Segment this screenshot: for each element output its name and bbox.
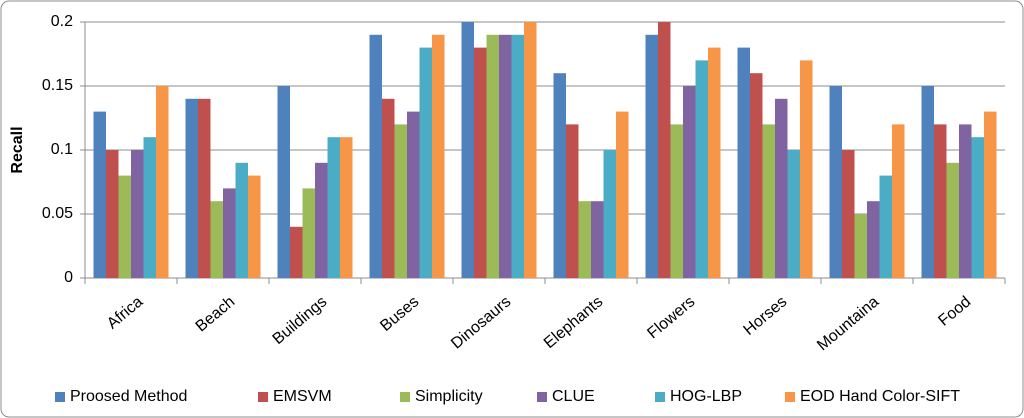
bar: [369, 34, 382, 278]
bar: [616, 111, 629, 278]
bar: [156, 86, 169, 278]
legend-label: CLUE: [552, 388, 595, 405]
bar: [118, 175, 131, 278]
bar: [787, 150, 800, 278]
bar: [971, 137, 984, 278]
bar: [566, 124, 579, 279]
y-axis-label: Recall: [9, 126, 26, 173]
bar: [867, 201, 880, 278]
y-tick-label: 0.2: [51, 13, 73, 30]
bar: [185, 98, 198, 278]
bar: [921, 86, 934, 278]
bar: [486, 34, 499, 278]
legend-label: EOD Hand Color-SIFT: [800, 388, 960, 405]
bar: [591, 201, 604, 278]
bar: [984, 111, 997, 278]
bar: [277, 86, 290, 278]
bar: [829, 86, 842, 278]
bar: [946, 162, 959, 278]
bar: [315, 162, 328, 278]
legend-label: Proosed Method: [70, 388, 187, 405]
bar: [683, 86, 696, 278]
bar: [800, 60, 813, 279]
bar: [499, 34, 512, 278]
legend-swatch: [655, 392, 665, 402]
bar: [959, 124, 972, 279]
bar: [934, 124, 947, 279]
legend-swatch: [785, 392, 795, 402]
bar: [511, 34, 524, 278]
bar: [106, 150, 119, 278]
bar: [93, 111, 106, 278]
bar: [382, 98, 395, 278]
bar: [670, 124, 683, 279]
legend-label: EMSVM: [273, 388, 332, 405]
bar: [407, 111, 420, 278]
bar: [461, 22, 474, 278]
bar: [143, 137, 156, 278]
legend-swatch: [537, 392, 547, 402]
bar: [290, 226, 303, 278]
legend-label: Simplicity: [415, 388, 483, 405]
bar: [474, 47, 487, 278]
y-tick-label: 0.05: [42, 205, 73, 222]
legend-swatch: [258, 392, 268, 402]
bar: [210, 201, 223, 278]
bar: [131, 150, 144, 278]
bar: [775, 98, 788, 278]
bar: [892, 124, 905, 279]
bar: [750, 73, 763, 278]
bar: [223, 188, 236, 278]
bar: [695, 60, 708, 279]
y-tick-label: 0.1: [51, 141, 73, 158]
bar: [578, 201, 591, 278]
bar: [708, 47, 721, 278]
bar: [524, 22, 537, 278]
bar: [394, 124, 407, 279]
bar: [658, 22, 671, 278]
bar: [603, 150, 616, 278]
bar: [432, 34, 445, 278]
bar: [302, 188, 315, 278]
bar: [762, 124, 775, 279]
bar: [854, 214, 867, 278]
bar: [198, 98, 211, 278]
legend-swatch: [55, 392, 65, 402]
y-tick-label: 0: [64, 269, 73, 286]
bar: [645, 34, 658, 278]
bar: [879, 175, 892, 278]
bar: [553, 73, 566, 278]
bar: [737, 47, 750, 278]
bar: [842, 150, 855, 278]
bar: [248, 175, 261, 278]
bar: [419, 47, 432, 278]
bar: [340, 137, 353, 278]
bar: [327, 137, 340, 278]
legend-swatch: [400, 392, 410, 402]
legend-label: HOG-LBP: [670, 388, 742, 405]
bar: [235, 162, 248, 278]
y-tick-label: 0.15: [42, 77, 73, 94]
